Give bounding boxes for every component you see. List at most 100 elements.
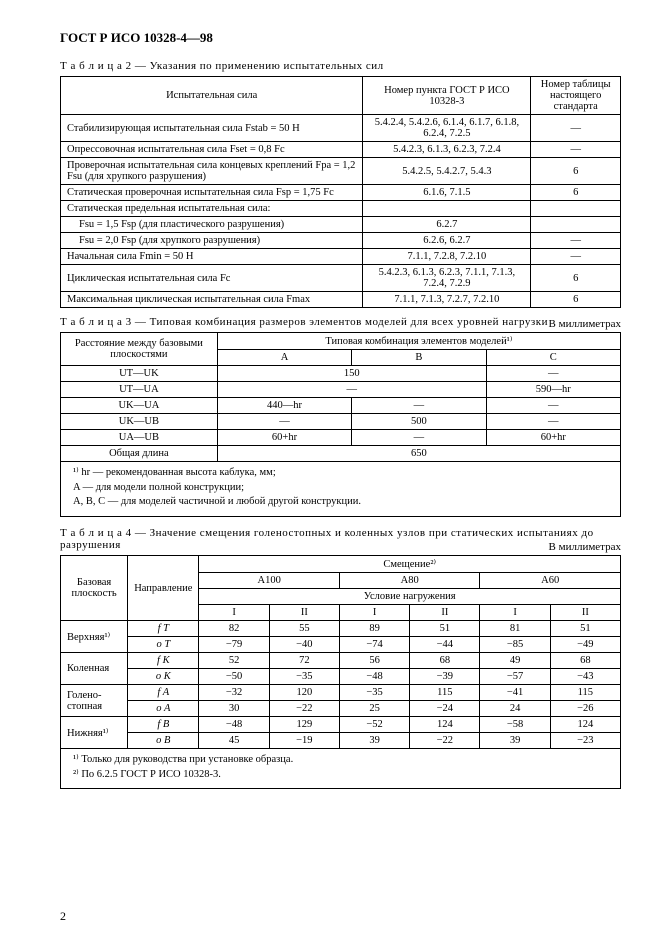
table-cell: −22 xyxy=(269,701,339,717)
table-cell: UK—UB xyxy=(61,414,218,430)
table-cell: Опрессовочная испытательная сила Fset = … xyxy=(61,142,363,158)
t4-l1: A80 xyxy=(339,573,480,589)
table-cell: 52 xyxy=(199,653,269,669)
table-cell: 60+hr xyxy=(486,430,620,446)
table-cell: Статическая проверочная испытательная си… xyxy=(61,185,363,201)
t4-cond: I xyxy=(480,605,550,621)
t2-h3: Номер таблицы настоящего стандарта xyxy=(531,77,621,115)
table-cell: 49 xyxy=(480,653,550,669)
page-number: 2 xyxy=(60,909,66,924)
table-cell: f B xyxy=(128,717,199,733)
table-cell: Статическая предельная испытательная сил… xyxy=(61,201,363,217)
table-cell: 56 xyxy=(339,653,409,669)
t4-cond: II xyxy=(550,605,620,621)
table-cell: — xyxy=(531,142,621,158)
t4-loadcond: Условие нагружения xyxy=(199,589,621,605)
table-cell: 7.1.1, 7.2.8, 7.2.10 xyxy=(363,249,531,265)
t4-l2: A60 xyxy=(480,573,621,589)
table-cell: 500 xyxy=(352,414,486,430)
table-cell: 6 xyxy=(531,265,621,292)
table-cell: 6.2.7 xyxy=(363,217,531,233)
table-cell: −52 xyxy=(339,717,409,733)
table-cell: −32 xyxy=(199,685,269,701)
table-cell: 81 xyxy=(480,621,550,637)
table-cell: 51 xyxy=(410,621,480,637)
t4-cond: II xyxy=(410,605,480,621)
table-cell: 124 xyxy=(410,717,480,733)
doc-header: ГОСТ Р ИСО 10328-4—98 xyxy=(60,30,621,46)
table-cell: 68 xyxy=(550,653,620,669)
table-cell: o B xyxy=(128,733,199,749)
table-cell: 5.4.2.3, 6.1.3, 6.2.3, 7.1.1, 7.1.3, 7.2… xyxy=(363,265,531,292)
table-cell: −74 xyxy=(339,637,409,653)
table-cell: Стабилизирующая испытательная сила Fstab… xyxy=(61,115,363,142)
t3-sa: A xyxy=(217,350,351,366)
table-cell: 6 xyxy=(531,292,621,308)
table-cell: −44 xyxy=(410,637,480,653)
t4-plane: Базовая плоскость xyxy=(61,556,128,621)
table-cell xyxy=(531,217,621,233)
table-cell: −85 xyxy=(480,637,550,653)
table-cell: Максимальная циклическая испытательная с… xyxy=(61,292,363,308)
table-cell: Общая длина xyxy=(61,446,218,462)
table-cell: −22 xyxy=(410,733,480,749)
table-cell: 55 xyxy=(269,621,339,637)
table-cell: −35 xyxy=(339,685,409,701)
table-cell: — xyxy=(531,249,621,265)
table3-caption: Т а б л и ц а 3 — Типовая комбинация раз… xyxy=(60,316,621,328)
table-cell: −26 xyxy=(550,701,620,717)
table-cell: −57 xyxy=(480,669,550,685)
table-cell: −35 xyxy=(269,669,339,685)
t3-sc: C xyxy=(486,350,620,366)
table-cell: Коленная xyxy=(61,653,128,685)
table-cell: UA—UB xyxy=(61,430,218,446)
table-cell xyxy=(531,201,621,217)
table-cell: −40 xyxy=(269,637,339,653)
table-cell: 129 xyxy=(269,717,339,733)
table-cell: 24 xyxy=(480,701,550,717)
table-cell: −48 xyxy=(199,717,269,733)
t4-cond: I xyxy=(339,605,409,621)
table-cell: 5.4.2.5, 5.4.2.7, 5.4.3 xyxy=(363,158,531,185)
table-cell: o K xyxy=(128,669,199,685)
table-cell: 51 xyxy=(550,621,620,637)
table-cell: — xyxy=(217,414,351,430)
table-cell: Верхняя¹⁾ xyxy=(61,621,128,653)
table-cell: 45 xyxy=(199,733,269,749)
t4-disp: Смещение²⁾ xyxy=(199,556,621,573)
table-cell: — xyxy=(486,398,620,414)
table-cell: 72 xyxy=(269,653,339,669)
t3-sb: B xyxy=(352,350,486,366)
table-cell: −24 xyxy=(410,701,480,717)
t3-h1: Расстояние между базовыми плоскостями xyxy=(61,333,218,366)
t3-h2: Типовая комбинация элементов моделей¹⁾ xyxy=(217,333,620,350)
table-cell: −48 xyxy=(339,669,409,685)
table4-units: В миллиметрах xyxy=(60,541,621,553)
table-cell: 82 xyxy=(199,621,269,637)
table-cell: o A xyxy=(128,701,199,717)
table-cell: — xyxy=(486,366,620,382)
table-cell: f K xyxy=(128,653,199,669)
table-cell: — xyxy=(486,414,620,430)
table-cell: Циклическая испытательная сила Fc xyxy=(61,265,363,292)
table4: Базовая плоскость Направление Смещение²⁾… xyxy=(60,555,621,749)
table-cell: 120 xyxy=(269,685,339,701)
table-cell: Проверочная испытательная сила концевых … xyxy=(61,158,363,185)
t2-h2: Номер пункта ГОСТ Р ИСО 10328-3 xyxy=(363,77,531,115)
table-cell: 89 xyxy=(339,621,409,637)
table-cell: −49 xyxy=(550,637,620,653)
table4-footnotes: ¹⁾ Только для руководства при установке … xyxy=(60,749,621,789)
table-cell: Fsu = 1,5 Fsp (для пластического разруше… xyxy=(61,217,363,233)
table-cell: 440—hr xyxy=(217,398,351,414)
table-cell: −23 xyxy=(550,733,620,749)
table-cell: −39 xyxy=(410,669,480,685)
table-cell: 68 xyxy=(410,653,480,669)
table-cell: 25 xyxy=(339,701,409,717)
table-cell: Голено-стопная xyxy=(61,685,128,717)
table-cell: 115 xyxy=(410,685,480,701)
table-cell: 39 xyxy=(339,733,409,749)
t4-dir: Направление xyxy=(128,556,199,621)
table-cell: UK—UA xyxy=(61,398,218,414)
table-cell xyxy=(363,201,531,217)
table-cell: 30 xyxy=(199,701,269,717)
